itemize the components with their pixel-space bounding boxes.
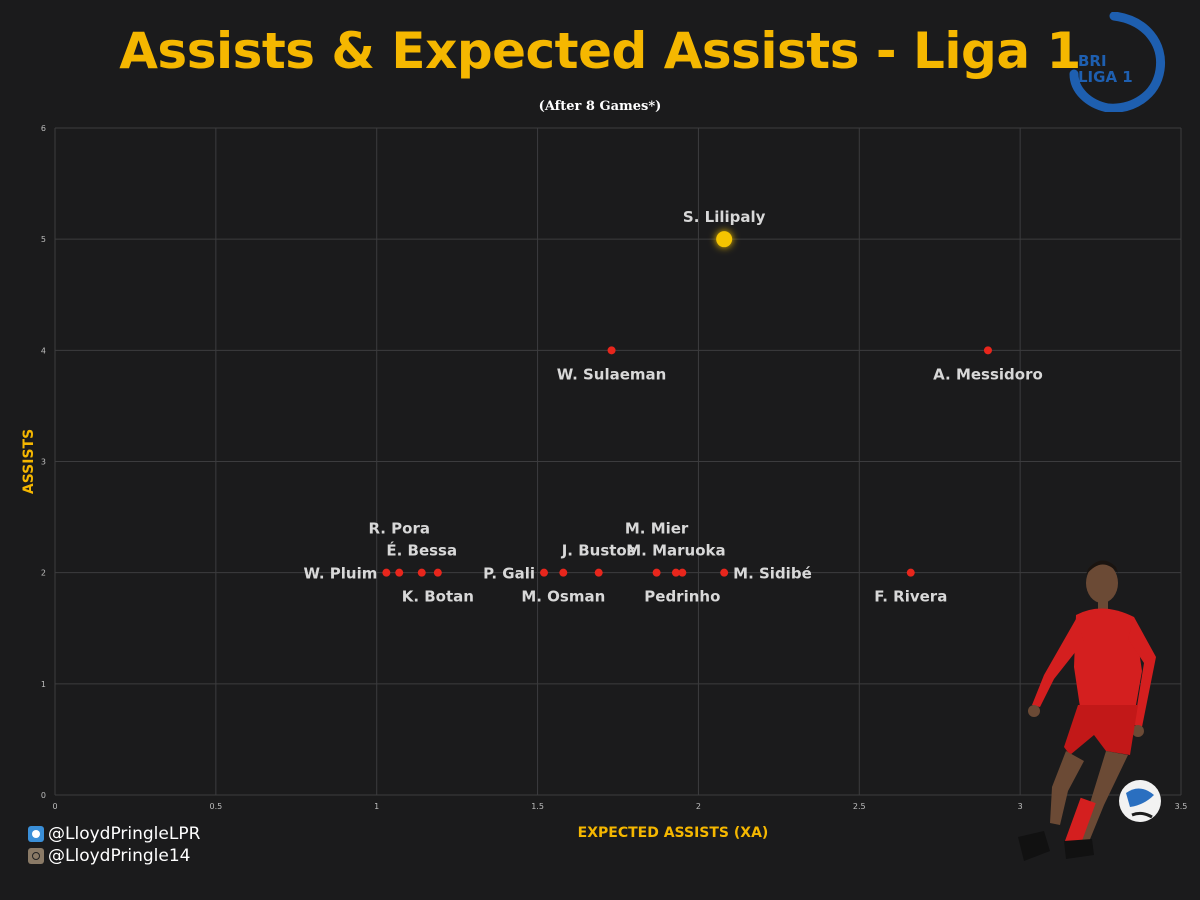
chart-title: Assists & Expected Assists - Liga 1 [119,22,1081,80]
y-tick-label: 3 [41,458,46,467]
x-tick-label: 2 [696,802,701,811]
x-tick-label: 1 [374,802,379,811]
data-label: J. Bustos [561,542,636,560]
data-point [983,346,992,355]
liga-1-logo: BRI LIGA 1 [1069,12,1166,112]
y-tick-label: 0 [41,791,46,800]
x-axis-label: EXPECTED ASSISTS (XA) [578,825,769,841]
x-tick-label: 3 [1018,802,1023,811]
data-label: M. Osman [521,588,605,606]
data-point [906,568,915,577]
data-point-highlight [716,231,733,248]
y-tick-label: 2 [41,569,46,578]
x-tick-label: 3.5 [1175,802,1188,811]
data-point [417,568,426,577]
chart-subtitle: (After 8 Games*) [538,99,662,114]
data-point [678,568,687,577]
data-point [607,346,616,355]
logo-text-top: BRI [1078,52,1107,70]
instagram-handle: @LloydPringle14 [48,846,191,866]
instagram-icon [28,848,44,864]
twitter-handle: @LloydPringleLPR [48,824,201,844]
data-point [382,568,391,577]
data-label: Pedrinho [644,588,720,606]
data-label: W. Sulaeman [557,365,667,383]
data-point [652,568,661,577]
logo-text-bottom: LIGA 1 [1078,68,1133,86]
data-label: M. Sidibé [733,565,812,583]
data-label: R. Pora [368,520,430,538]
x-tick-label: 0.5 [209,802,222,811]
data-point [594,568,603,577]
x-tick-label: 2.5 [853,802,866,811]
y-tick-label: 1 [41,680,46,689]
twitter-icon [28,826,44,842]
instagram-credit: @LloydPringle14 [28,846,191,866]
data-label: A. Messidoro [933,365,1043,383]
data-label: F. Rivera [874,588,947,606]
data-label: S. Lilipaly [683,208,766,226]
data-point [720,568,729,577]
data-label: M. Maruoka [626,542,725,560]
data-point [559,568,568,577]
data-point [671,568,680,577]
y-tick-label: 6 [41,124,46,133]
y-tick-label: 4 [41,346,46,355]
data-label: P. Gali [483,565,535,583]
player-photo [1018,560,1161,861]
x-tick-label: 1.5 [531,802,544,811]
x-tick-label: 0 [52,802,57,811]
data-label: K. Botan [402,588,474,606]
y-axis-label: ASSISTS [21,429,37,494]
data-label: É. Bessa [386,541,457,560]
y-tick-label: 5 [41,235,46,244]
data-point [540,568,549,577]
data-point [395,568,404,577]
data-label: W. Pluim [304,565,378,583]
twitter-credit: @LloydPringleLPR [28,824,200,844]
data-point [433,568,442,577]
data-label: M. Mier [625,520,689,538]
